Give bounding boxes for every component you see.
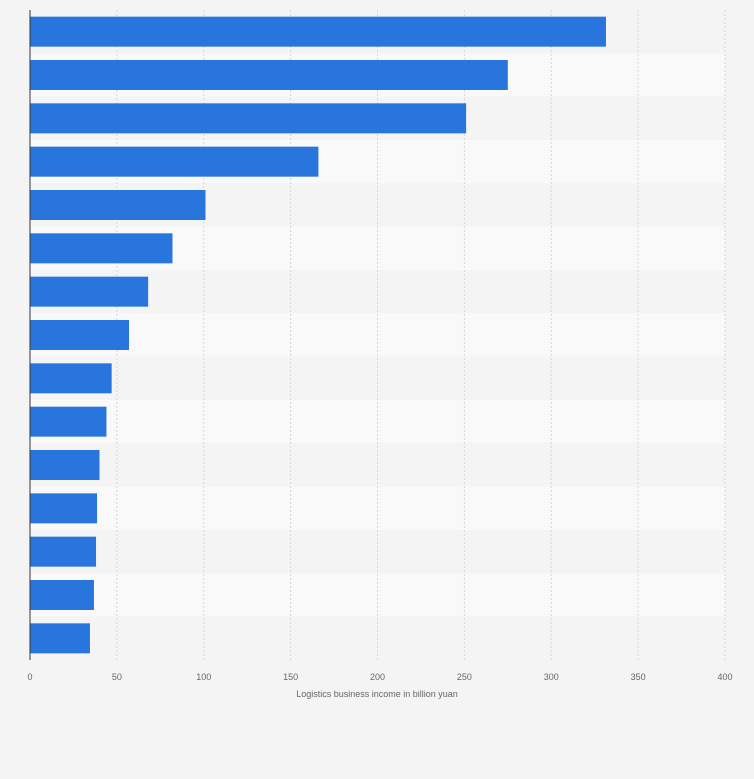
x-tick-label: 100 [196,672,211,682]
bar[interactable] [30,60,508,90]
bar[interactable] [30,363,112,394]
bar[interactable] [30,276,149,307]
bar[interactable] [30,580,94,610]
row-band [30,443,725,487]
x-tick-label: 50 [112,672,122,682]
bar[interactable] [30,16,606,47]
bar[interactable] [30,233,173,264]
bar[interactable] [30,493,98,524]
x-tick-label: 350 [631,672,646,682]
bar[interactable] [30,623,90,654]
bar[interactable] [30,406,107,437]
bar[interactable] [30,146,319,177]
x-tick-label: 0 [27,672,32,682]
x-tick-label: 150 [283,672,298,682]
x-tick-label: 250 [457,672,472,682]
x-tick-label: 400 [717,672,732,682]
bar[interactable] [30,450,100,480]
x-tick-label: 200 [370,672,385,682]
x-axis-label: Logistics business income in billion yua… [296,689,458,699]
bar[interactable] [30,190,206,220]
bar[interactable] [30,103,467,134]
bar[interactable] [30,320,130,350]
x-tick-label: 300 [544,672,559,682]
bar[interactable] [30,536,97,567]
